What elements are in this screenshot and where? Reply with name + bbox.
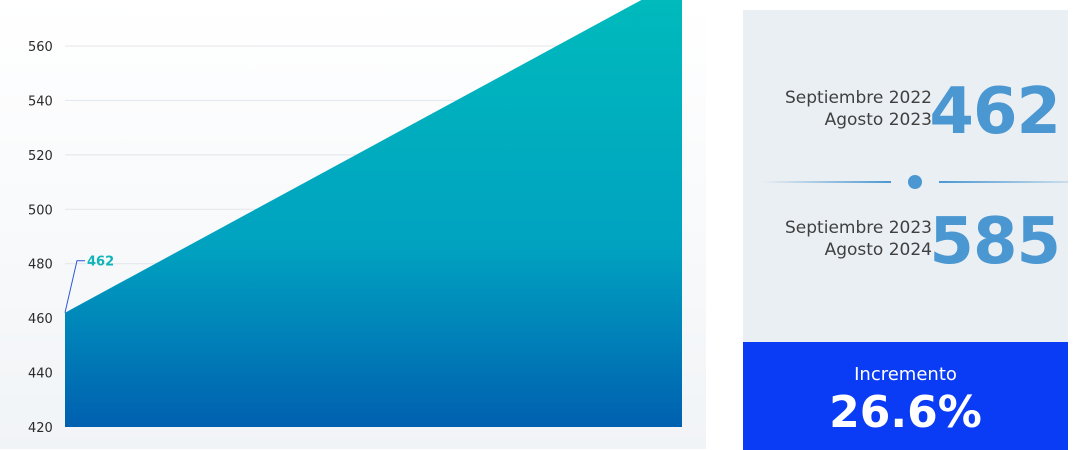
period-1-end: Agosto 2023 (824, 110, 932, 130)
y-tick-label: 480 (28, 258, 53, 273)
increase-label: Incremento (854, 364, 957, 385)
divider (763, 175, 1068, 189)
data-label: 462 (87, 255, 114, 270)
period-2: Septiembre 2023 Agosto 2024 585 (743, 205, 1068, 290)
period-1: Septiembre 2022 Agosto 2023 462 (743, 75, 1068, 160)
period-2-start: Septiembre 2023 (785, 218, 932, 238)
area-series (65, 0, 682, 427)
summary-panel: Septiembre 2022 Agosto 2023 462 Septiemb… (743, 10, 1068, 342)
leader-line (64, 260, 85, 313)
y-tick-label: 520 (28, 149, 53, 164)
period-2-value: 585 (929, 205, 1061, 279)
y-tick-label: 460 (28, 312, 53, 327)
increase-box: Incremento 26.6% (743, 342, 1068, 450)
period-2-labels: Septiembre 2023 Agosto 2024 (785, 217, 932, 261)
y-tick-label: 440 (28, 367, 53, 382)
period-2-end: Agosto 2024 (824, 240, 932, 260)
increase-value: 26.6% (829, 387, 982, 438)
y-tick-label: 500 (28, 203, 53, 218)
y-tick-label: 540 (28, 94, 53, 109)
period-1-labels: Septiembre 2022 Agosto 2023 (785, 87, 932, 131)
divider-dot (908, 175, 922, 189)
y-tick-label: 560 (28, 40, 53, 55)
y-tick-label: 420 (28, 421, 53, 436)
period-1-start: Septiembre 2022 (785, 88, 932, 108)
period-1-value: 462 (929, 75, 1061, 149)
